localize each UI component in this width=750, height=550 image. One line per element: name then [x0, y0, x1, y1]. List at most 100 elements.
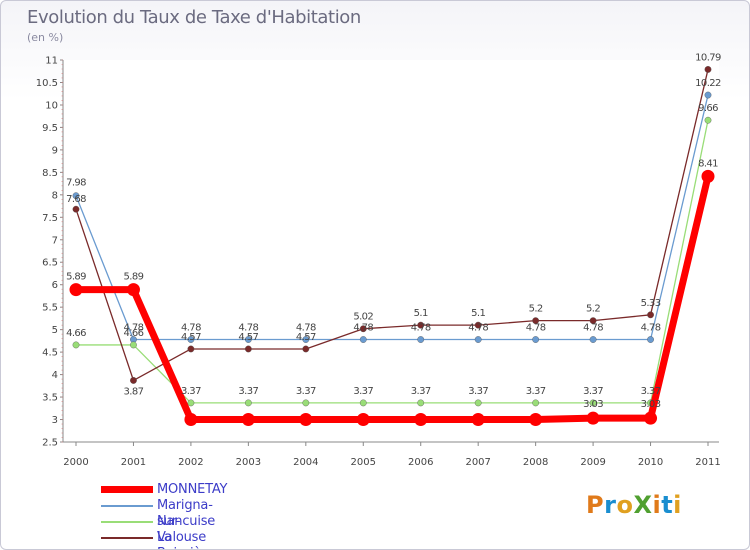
data-point	[244, 345, 252, 353]
data-point	[532, 336, 540, 343]
data-point	[474, 336, 482, 343]
data-label: 4.78	[583, 323, 603, 334]
data-point	[704, 91, 712, 99]
x-tick-label: 2001	[121, 457, 146, 468]
data-point	[532, 399, 540, 407]
x-tick-label: 2008	[523, 457, 548, 468]
legend-label: MONNETAY	[157, 482, 228, 497]
data-label: 8.41	[698, 158, 718, 169]
proxiti-logo: ProXiti	[586, 491, 682, 519]
data-point	[589, 336, 597, 343]
data-point	[72, 192, 80, 200]
chart-title: Evolution du Taux de Taxe d'Habitation	[27, 7, 361, 28]
y-tick-label: 10	[45, 100, 58, 111]
data-point	[130, 377, 137, 384]
data-label: 10.22	[695, 78, 721, 89]
y-tick-label: 4.5	[42, 348, 58, 359]
y-tick-label: 7	[52, 235, 58, 246]
y-tick-label: 5.5	[42, 303, 58, 314]
data-point	[187, 345, 195, 353]
y-tick-label: 6.5	[42, 258, 58, 269]
data-point	[532, 317, 540, 325]
series-line-0	[72, 172, 712, 424]
data-point	[126, 283, 140, 297]
data-label: 4.78	[353, 323, 373, 334]
chart-subtitle: (en %)	[27, 31, 64, 44]
logo-letter: r	[604, 491, 617, 519]
data-point	[647, 336, 654, 343]
data-point	[359, 336, 367, 343]
data-point	[417, 336, 425, 343]
data-point	[244, 336, 252, 343]
legend-label: Marigna-sur-Valouse	[157, 498, 213, 545]
y-tick-label: 2.5	[42, 438, 58, 449]
x-tick-label: 2010	[638, 457, 663, 468]
legend-swatch	[101, 521, 153, 523]
y-tick-label: 3.5	[42, 393, 58, 404]
data-point	[704, 116, 712, 124]
data-label: 4.66	[124, 328, 144, 339]
data-label: 4.78	[526, 323, 546, 334]
data-label: 4.78	[411, 323, 431, 334]
legend-label: La Boissière	[157, 530, 214, 549]
data-point	[359, 399, 367, 407]
data-label: 10.79	[695, 52, 721, 63]
data-point	[589, 317, 597, 325]
x-tick-label: 2000	[63, 457, 88, 468]
data-point	[529, 413, 543, 427]
logo-letter: X	[633, 491, 653, 519]
legend-label: Nancuise	[157, 514, 216, 529]
y-tick-label: 7.5	[42, 213, 58, 224]
data-point	[471, 413, 485, 427]
data-label: 4.57	[181, 332, 201, 343]
x-tick-label: 2011	[695, 457, 720, 468]
logo-letter: i	[652, 491, 662, 519]
data-label: 3.37	[583, 386, 603, 397]
data-point	[302, 345, 310, 353]
data-label: 3.37	[181, 386, 201, 397]
data-label: 3.37	[641, 386, 661, 397]
legend-swatch	[101, 505, 153, 507]
y-tick-label: 9.5	[42, 123, 58, 134]
data-label: 3.37	[468, 386, 488, 397]
data-label: 5.1	[471, 308, 485, 319]
x-tick-label: 2009	[580, 457, 605, 468]
data-point	[130, 341, 137, 349]
data-label: 5.02	[353, 312, 373, 323]
data-label: 5.89	[66, 272, 86, 283]
data-point	[359, 325, 367, 333]
data-label: 7.68	[66, 194, 86, 205]
data-point	[701, 169, 715, 183]
y-tick-label: 9	[52, 145, 58, 156]
line-chart: 2.5 3 3.5 4 4.5 5 5.5 6 6.5 7 7.5 8 8.5 9 9.5 10 10.5 11 2…	[36, 52, 722, 468]
data-label: 3.03	[583, 399, 603, 410]
x-tick-label: 2006	[408, 457, 433, 468]
data-label: 4.78	[641, 323, 661, 334]
data-label: 3.03	[641, 399, 661, 410]
y-tick-label: 8.5	[42, 168, 58, 179]
y-tick-label: 5	[52, 325, 58, 336]
data-label: 5.2	[586, 304, 600, 315]
data-point	[647, 311, 654, 319]
y-tick-label: 8	[52, 190, 58, 201]
data-label: 3.37	[238, 386, 258, 397]
data-label: 4.57	[296, 332, 316, 343]
data-label: 3.87	[124, 386, 144, 397]
data-point	[241, 413, 255, 427]
data-label: 4.78	[296, 323, 316, 334]
logo-letter: i	[673, 491, 682, 519]
series-line-1	[75, 94, 709, 341]
data-point	[704, 66, 712, 73]
data-label: 9.66	[698, 103, 718, 114]
data-point	[302, 399, 310, 407]
logo-letter: t	[661, 491, 674, 519]
data-label: 7.98	[66, 178, 86, 189]
data-label: 3.37	[526, 386, 546, 397]
data-label: 4.78	[468, 323, 488, 334]
plot-area	[63, 60, 719, 442]
data-point	[72, 205, 80, 213]
data-label: 5.89	[124, 272, 144, 283]
data-label: 4.78	[124, 323, 144, 334]
data-point	[414, 413, 428, 427]
